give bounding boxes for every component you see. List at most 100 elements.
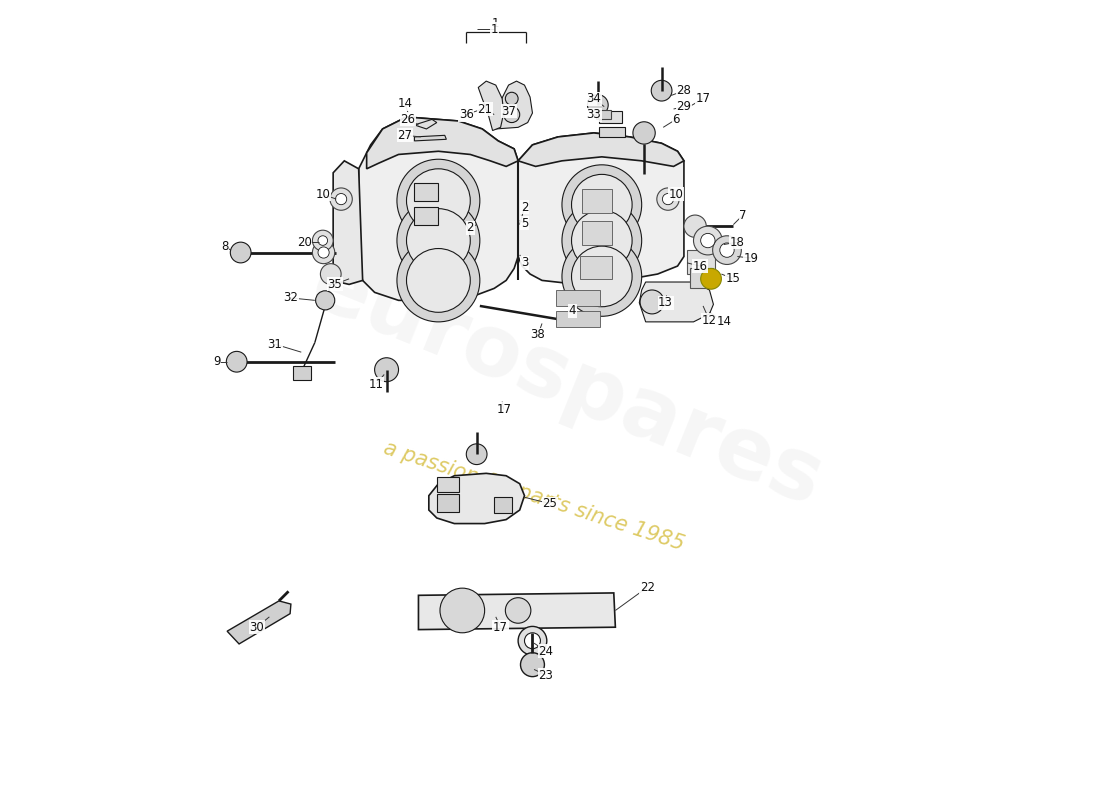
Text: 1: 1 — [492, 18, 499, 30]
Circle shape — [397, 159, 480, 242]
Bar — [294, 366, 311, 380]
Text: 23: 23 — [539, 669, 553, 682]
Text: 10: 10 — [669, 188, 683, 201]
Circle shape — [318, 247, 329, 258]
Text: eurospares: eurospares — [298, 243, 834, 525]
Bar — [494, 498, 512, 514]
Circle shape — [562, 237, 641, 316]
Bar — [596, 110, 611, 119]
Text: 27: 27 — [397, 129, 412, 142]
Text: 34: 34 — [586, 92, 602, 105]
Polygon shape — [639, 282, 714, 322]
Circle shape — [651, 80, 672, 101]
Circle shape — [336, 194, 346, 205]
Text: 14: 14 — [716, 315, 732, 328]
Circle shape — [397, 199, 480, 282]
Circle shape — [375, 358, 398, 382]
Circle shape — [572, 246, 632, 306]
Circle shape — [632, 122, 656, 144]
Text: 14: 14 — [397, 97, 412, 110]
Text: 13: 13 — [658, 296, 673, 310]
Circle shape — [227, 351, 248, 372]
Text: 16: 16 — [692, 259, 707, 273]
Circle shape — [562, 201, 641, 281]
Text: 36: 36 — [459, 108, 474, 121]
Text: 11: 11 — [368, 378, 384, 390]
Circle shape — [662, 194, 673, 205]
Text: 12: 12 — [702, 314, 717, 326]
Polygon shape — [518, 133, 684, 285]
Circle shape — [713, 236, 741, 265]
Circle shape — [520, 653, 544, 677]
Circle shape — [312, 230, 333, 251]
Circle shape — [407, 169, 471, 233]
Text: 33: 33 — [586, 108, 602, 121]
Bar — [582, 221, 613, 245]
Text: 19: 19 — [744, 251, 758, 265]
Polygon shape — [227, 601, 290, 644]
Circle shape — [525, 633, 540, 649]
Text: 18: 18 — [730, 236, 745, 249]
Text: 28: 28 — [676, 84, 692, 97]
Circle shape — [701, 269, 722, 289]
Text: 4: 4 — [569, 304, 576, 318]
Text: 15: 15 — [726, 272, 740, 286]
Polygon shape — [333, 161, 363, 285]
Circle shape — [562, 165, 641, 245]
Text: 25: 25 — [542, 497, 558, 510]
Text: 17: 17 — [695, 92, 711, 105]
Circle shape — [330, 188, 352, 210]
Circle shape — [312, 242, 334, 264]
Circle shape — [572, 210, 632, 271]
Polygon shape — [429, 474, 525, 523]
Circle shape — [701, 234, 715, 248]
Polygon shape — [418, 593, 615, 630]
Text: 5: 5 — [520, 217, 528, 230]
Bar — [688, 250, 715, 274]
Text: 26: 26 — [400, 113, 416, 126]
Text: 20: 20 — [297, 236, 312, 249]
Text: 32: 32 — [284, 291, 298, 305]
Text: 35: 35 — [328, 278, 342, 291]
Polygon shape — [496, 81, 532, 129]
Polygon shape — [366, 117, 518, 169]
Bar — [437, 478, 459, 492]
Text: 29: 29 — [676, 100, 692, 113]
Text: 30: 30 — [250, 621, 264, 634]
Circle shape — [466, 444, 487, 465]
Text: 37: 37 — [502, 105, 516, 118]
Circle shape — [719, 243, 734, 258]
Bar — [557, 290, 601, 306]
Circle shape — [440, 588, 485, 633]
Bar — [600, 111, 621, 122]
Circle shape — [505, 598, 531, 623]
Text: 38: 38 — [530, 328, 546, 341]
Bar — [415, 183, 439, 201]
Text: 21: 21 — [477, 102, 492, 115]
Text: 7: 7 — [739, 209, 747, 222]
Text: 2: 2 — [466, 222, 474, 234]
Circle shape — [230, 242, 251, 263]
Bar — [437, 494, 459, 512]
Circle shape — [316, 290, 334, 310]
Text: 1: 1 — [491, 22, 498, 36]
Bar — [582, 189, 613, 213]
Circle shape — [684, 215, 706, 238]
Text: 24: 24 — [539, 645, 553, 658]
Circle shape — [657, 188, 679, 210]
Polygon shape — [359, 117, 518, 300]
Bar — [415, 207, 439, 225]
Circle shape — [505, 92, 518, 105]
Bar — [581, 257, 613, 279]
Polygon shape — [415, 135, 447, 141]
Polygon shape — [415, 119, 437, 129]
Text: 31: 31 — [267, 338, 283, 350]
Text: 17: 17 — [493, 621, 508, 634]
Circle shape — [407, 249, 471, 312]
Text: 6: 6 — [672, 113, 680, 126]
Polygon shape — [478, 81, 504, 130]
Text: 10: 10 — [316, 188, 330, 201]
Circle shape — [587, 94, 608, 115]
Text: 9: 9 — [213, 355, 220, 368]
Circle shape — [693, 226, 723, 255]
